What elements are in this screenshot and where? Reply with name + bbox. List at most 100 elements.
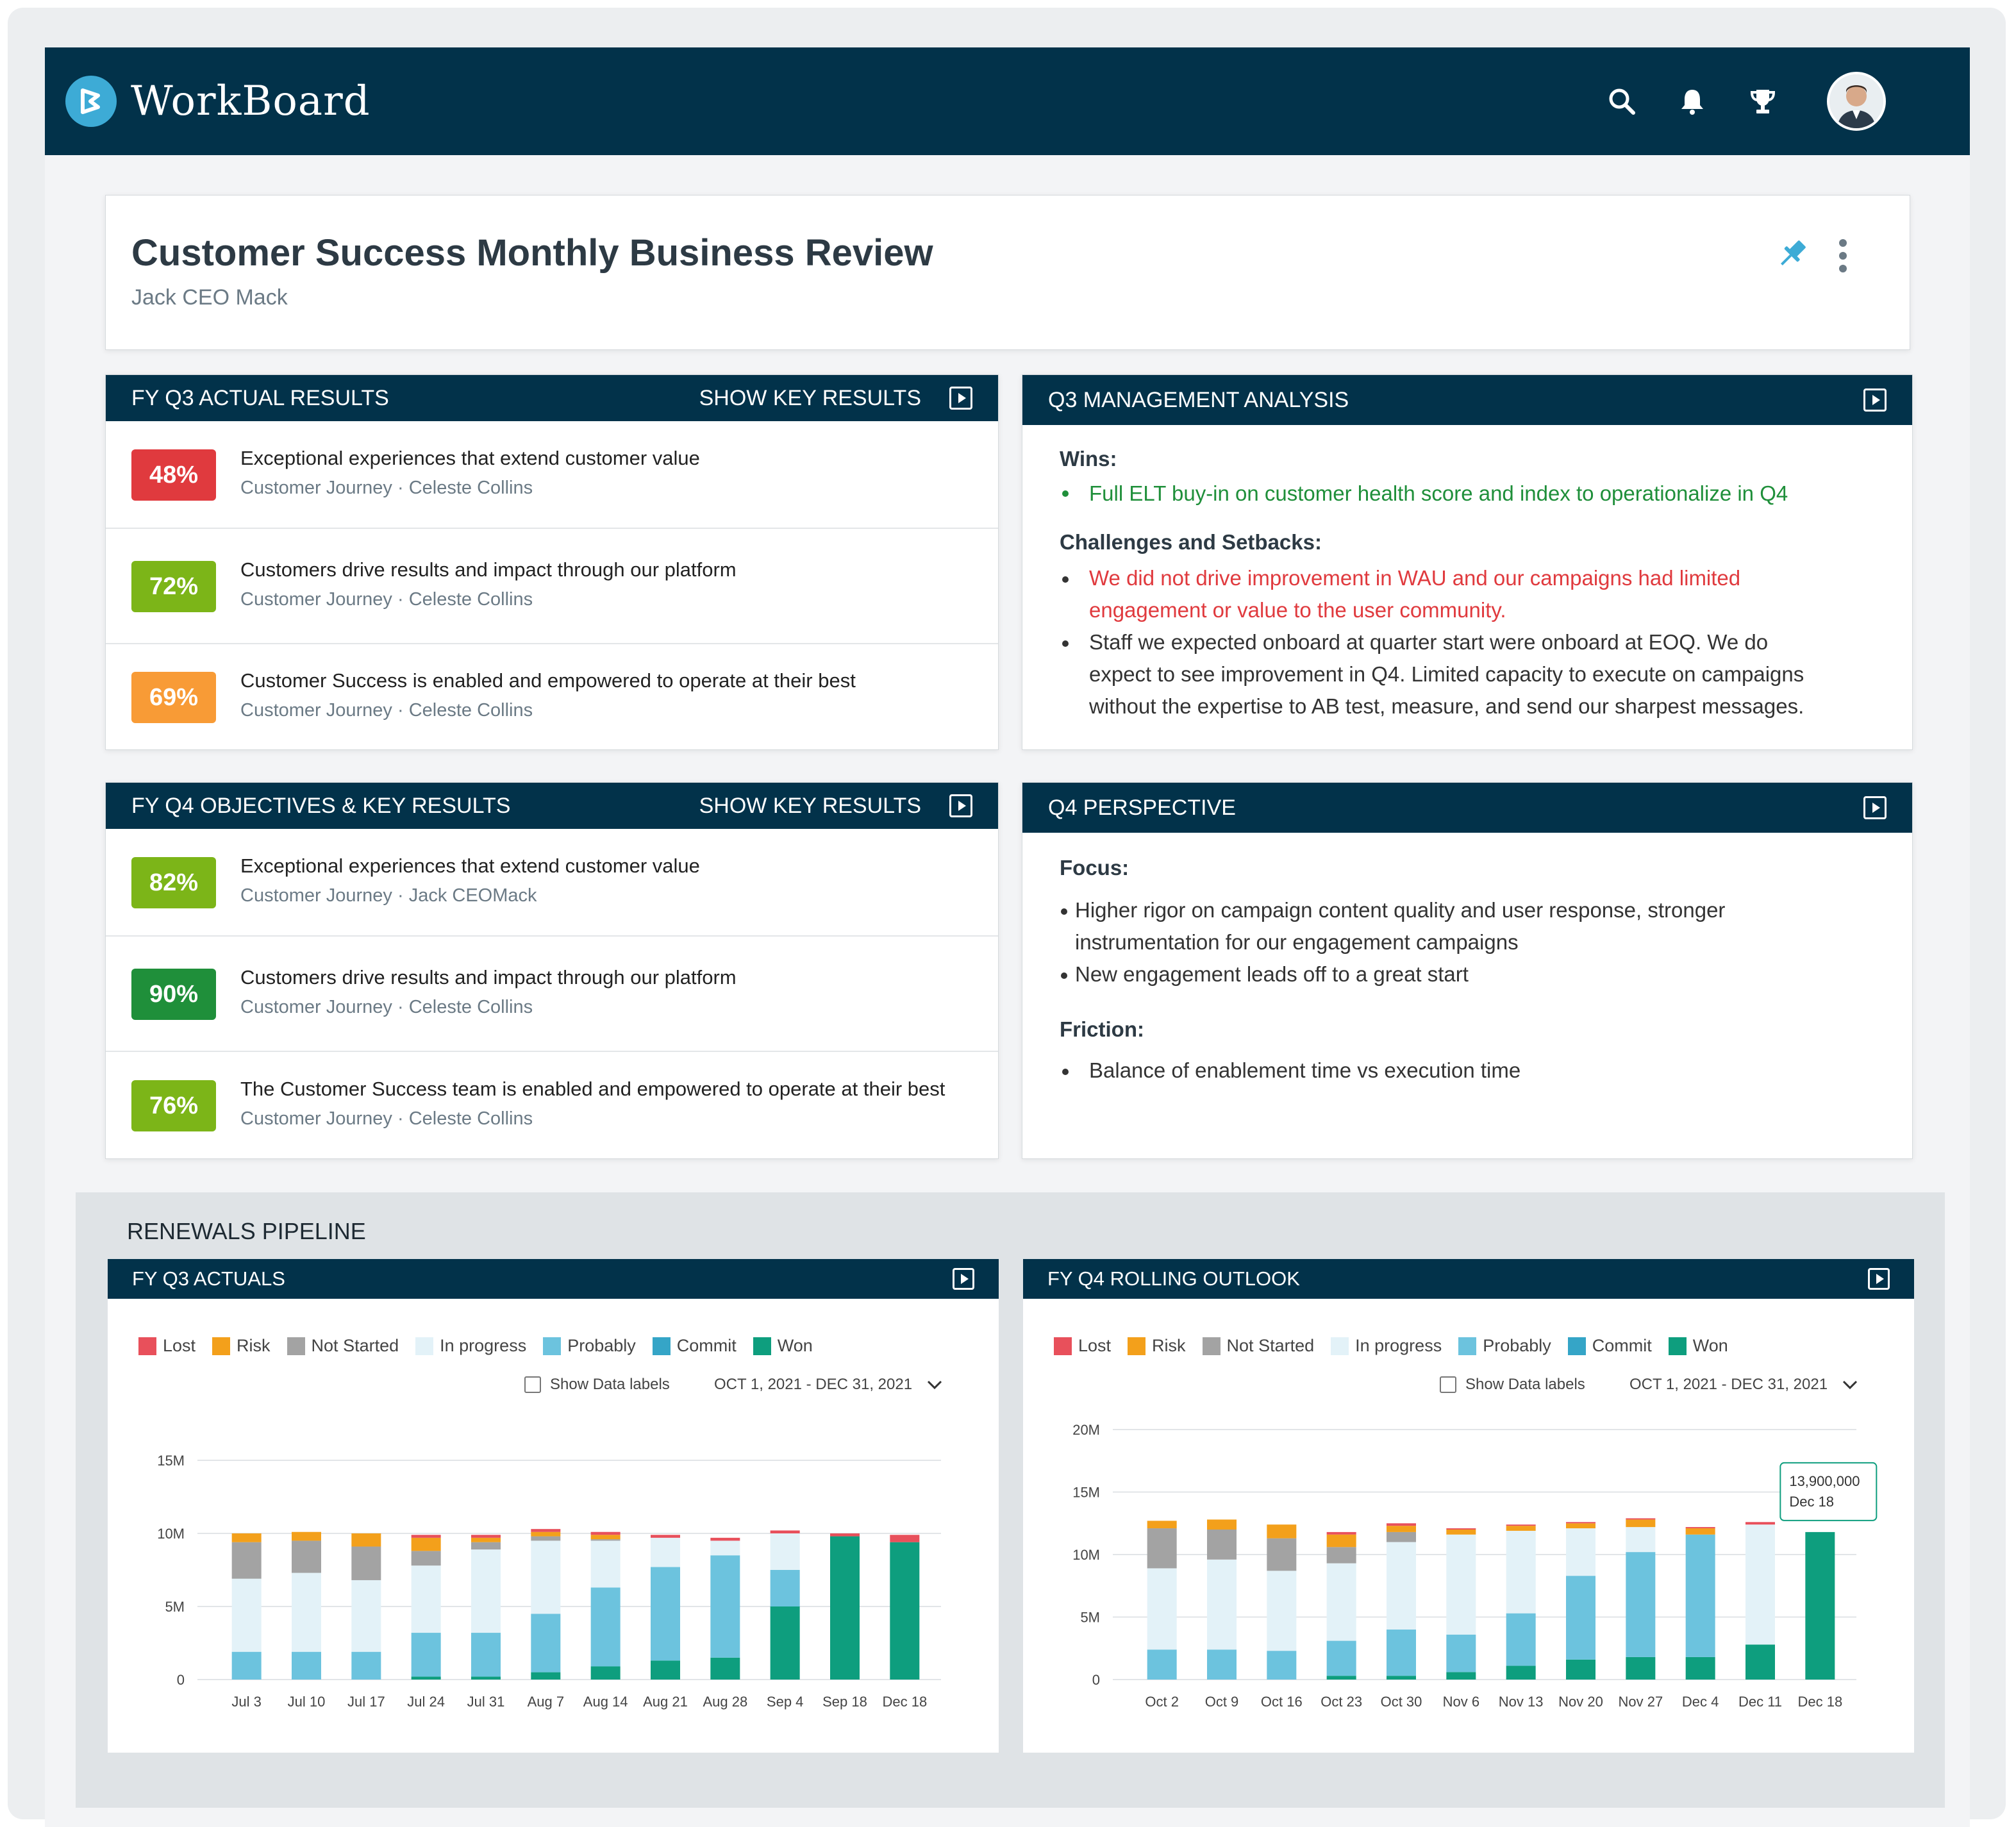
x-tick-label: Aug 7 [528, 1694, 565, 1710]
bar-segment-probably [1267, 1651, 1297, 1680]
panel-title: FY Q3 ACTUAL RESULTS [131, 385, 389, 410]
okr-row[interactable]: 48% Exceptional experiences that extend c… [106, 421, 998, 529]
checkbox[interactable] [1440, 1376, 1456, 1393]
objective-meta: Customer Journey · Celeste Collins [240, 478, 533, 498]
bar-segment-lost [411, 1535, 441, 1538]
trophy-icon[interactable] [1742, 81, 1783, 122]
tooltip-label: Dec 18 [1789, 1494, 1834, 1510]
present-icon[interactable] [1863, 388, 1887, 412]
objective-title[interactable]: Exceptional experiences that extend cust… [240, 447, 700, 469]
section-title: RENEWALS PIPELINE [127, 1218, 366, 1244]
friction-item-1: Balance of enablement time vs execution … [1089, 1058, 1521, 1082]
bar-segment-won [1506, 1665, 1536, 1680]
legend-swatch [138, 1337, 156, 1355]
legend-label: Not Started [311, 1336, 399, 1355]
legend-label: In progress [1355, 1336, 1442, 1355]
show-data-labels-toggle[interactable]: Show Data labels [1440, 1376, 1585, 1394]
bar-segment-risk [531, 1531, 561, 1537]
app-window: WorkBoard Customer Success Monthly Busin… [45, 47, 1970, 1827]
workboard-logo[interactable]: WorkBoard [65, 76, 371, 127]
legend-swatch [753, 1337, 771, 1355]
bar-segment-in-progress [471, 1549, 501, 1633]
legend-item[interactable]: Not Started [287, 1336, 399, 1356]
bar-segment-probably [411, 1633, 441, 1677]
objective-title[interactable]: Exceptional experiences that extend cust… [240, 855, 700, 877]
objective-title[interactable]: Customer Success is enabled and empowere… [240, 669, 856, 692]
progress-badge: 69% [131, 672, 216, 723]
y-tick-label: 20M [1072, 1422, 1100, 1438]
panel-title: Q3 MANAGEMENT ANALYSIS [1048, 387, 1349, 412]
x-tick-label: Oct 16 [1261, 1694, 1303, 1710]
q4-objectives-panel: FY Q4 OBJECTIVES & KEY RESULTS SHOW KEY … [105, 782, 999, 1159]
chart-legend: Lost Risk Not Started In progress Probably Co… [1054, 1336, 1728, 1356]
x-tick-label: Oct 2 [1145, 1694, 1179, 1710]
focus-item-2: New engagement leads off to a great star… [1075, 962, 1469, 986]
legend-item[interactable]: Commit [1567, 1336, 1652, 1356]
q4-perspective-panel: Q4 PERSPECTIVE Focus: Higher rigor on ca… [1022, 782, 1913, 1159]
bullet [1061, 908, 1067, 915]
legend-swatch [415, 1337, 434, 1355]
show-data-labels-toggle[interactable]: Show Data labels [524, 1376, 670, 1394]
legend-label: Won [1692, 1336, 1728, 1355]
challenge-item-line3: without the expertise to AB test, measur… [1089, 694, 1804, 718]
objective-meta: Customer Journey · Celeste Collins [240, 997, 533, 1017]
bar-segment-in-progress [1566, 1528, 1595, 1576]
present-icon[interactable] [1863, 796, 1887, 819]
legend-item[interactable]: Not Started [1202, 1336, 1314, 1356]
legend-item[interactable]: Probably [1458, 1336, 1551, 1356]
bar-segment-won [651, 1660, 680, 1680]
okr-row[interactable]: 69% Customer Success is enabled and empow… [106, 644, 998, 751]
x-tick-label: Sep 18 [822, 1694, 867, 1710]
y-tick-label: 0 [177, 1672, 185, 1688]
legend-item[interactable]: In progress [1331, 1336, 1442, 1356]
legend-item[interactable]: Probably [543, 1336, 636, 1356]
bar-segment-probably [1446, 1634, 1476, 1673]
bar-segment-won [1745, 1644, 1775, 1680]
show-key-results-button[interactable]: SHOW KEY RESULTS [699, 793, 921, 818]
legend-label: Risk [1152, 1336, 1186, 1355]
okr-row[interactable]: 90% Customers drive results and impact th… [106, 937, 998, 1052]
chart-title: FY Q3 ACTUALS [132, 1267, 285, 1290]
legend-item[interactable]: Won [753, 1336, 813, 1356]
more-options-icon[interactable] [1837, 238, 1849, 277]
present-icon[interactable] [949, 794, 972, 817]
bar-segment-won [1805, 1531, 1835, 1680]
legend-item[interactable]: Risk [1128, 1336, 1186, 1356]
objective-title[interactable]: Customers drive results and impact throu… [240, 966, 737, 989]
legend-swatch [1567, 1337, 1586, 1355]
panel-header: FY Q3 ACTUAL RESULTS SHOW KEY RESULTS [106, 375, 998, 421]
legend-item[interactable]: Won [1668, 1336, 1728, 1356]
panel-header: FY Q4 OBJECTIVES & KEY RESULTS SHOW KEY … [106, 783, 998, 829]
present-icon[interactable] [1868, 1268, 1890, 1290]
legend-item[interactable]: Risk [212, 1336, 271, 1356]
present-icon[interactable] [953, 1268, 974, 1290]
progress-badge: 72% [131, 561, 216, 612]
objective-title[interactable]: The Customer Success team is enabled and… [240, 1078, 946, 1100]
legend-swatch [287, 1337, 305, 1355]
bar-segment-in-progress [710, 1540, 740, 1556]
date-range-select[interactable]: OCT 1, 2021 - DEC 31, 2021 [714, 1376, 943, 1394]
bar-segment-probably [1566, 1576, 1595, 1660]
bar-segment-won [590, 1666, 621, 1680]
panel-header: Q3 MANAGEMENT ANALYSIS [1022, 375, 1912, 425]
present-icon[interactable] [949, 387, 972, 410]
legend-item[interactable]: Commit [652, 1336, 737, 1356]
okr-row[interactable]: 82% Exceptional experiences that extend c… [106, 829, 998, 937]
bar-segment-probably [531, 1614, 561, 1673]
x-tick-label: Dec 18 [1797, 1694, 1842, 1710]
legend-item[interactable]: Lost [1054, 1336, 1111, 1356]
okr-row[interactable]: 72% Customers drive results and impact th… [106, 529, 998, 644]
bar-segment-probably [1147, 1649, 1177, 1680]
objective-title[interactable]: Customers drive results and impact throu… [240, 558, 737, 581]
okr-row[interactable]: 76% The Customer Success team is enabled … [106, 1052, 998, 1160]
bar-segment-won [710, 1657, 740, 1680]
search-icon[interactable] [1601, 81, 1642, 122]
show-key-results-button[interactable]: SHOW KEY RESULTS [699, 385, 921, 410]
notifications-bell-icon[interactable] [1672, 81, 1713, 122]
date-range-select[interactable]: OCT 1, 2021 - DEC 31, 2021 [1629, 1376, 1858, 1394]
user-avatar[interactable] [1827, 72, 1886, 131]
legend-item[interactable]: In progress [415, 1336, 526, 1356]
checkbox[interactable] [524, 1376, 541, 1393]
legend-item[interactable]: Lost [138, 1336, 196, 1356]
pin-icon[interactable] [1772, 235, 1811, 277]
